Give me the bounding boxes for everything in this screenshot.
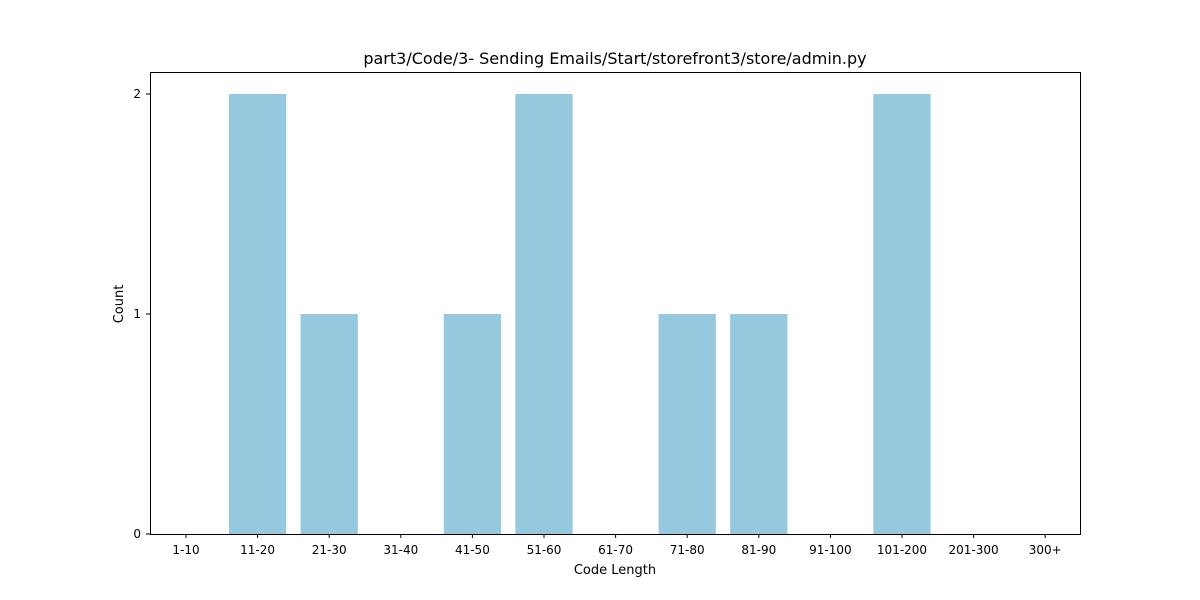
y-axis-label: Count bbox=[112, 285, 127, 324]
x-tick-label: 31-40 bbox=[383, 543, 418, 557]
bar-21-30 bbox=[300, 314, 358, 534]
bar-101-200 bbox=[873, 94, 931, 534]
x-tick-label: 61-70 bbox=[598, 543, 633, 557]
x-axis-label: Code Length bbox=[574, 563, 656, 578]
x-tick-label: 91-100 bbox=[809, 543, 852, 557]
y-tick-label: 2 bbox=[133, 87, 141, 101]
y-axis-ticks: 0 1 2 bbox=[133, 87, 150, 541]
x-tick-label: 201-300 bbox=[949, 543, 999, 557]
bar-41-50 bbox=[443, 314, 502, 534]
y-tick-label: 0 bbox=[133, 527, 141, 541]
x-tick-label: 51-60 bbox=[527, 543, 562, 557]
x-tick-label: 21-30 bbox=[312, 543, 347, 557]
x-tick-label: 300+ bbox=[1029, 543, 1062, 557]
bars-group bbox=[228, 94, 931, 534]
bar-71-80 bbox=[658, 314, 716, 534]
x-tick-label: 41-50 bbox=[455, 543, 490, 557]
x-tick-label: 71-80 bbox=[670, 543, 705, 557]
x-tick-label: 11-20 bbox=[240, 543, 275, 557]
bar-81-90 bbox=[730, 314, 788, 534]
x-axis-ticks: 1-10 11-20 21-30 31-40 41-50 51-60 61-70 71-80 8… bbox=[172, 534, 1062, 557]
bar-51-60 bbox=[515, 94, 573, 534]
y-tick-label: 1 bbox=[133, 307, 141, 321]
plot-frame bbox=[150, 72, 1081, 535]
chart-title: part3/Code/3- Sending Emails/Start/store… bbox=[363, 49, 866, 68]
x-tick-label: 81-90 bbox=[741, 543, 776, 557]
x-tick-label: 101-200 bbox=[877, 543, 927, 557]
x-tick-label: 1-10 bbox=[172, 543, 199, 557]
bar-11-20 bbox=[228, 94, 287, 534]
